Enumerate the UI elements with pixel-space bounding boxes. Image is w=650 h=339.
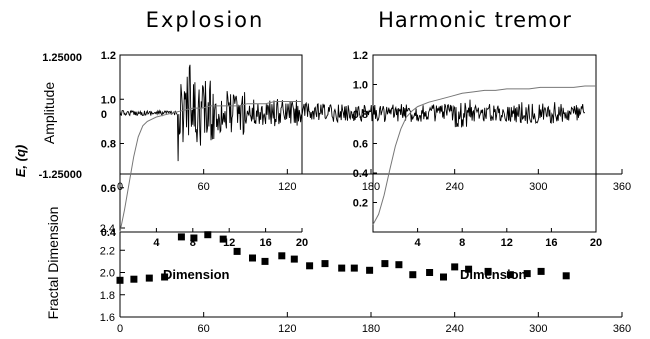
fractal-xtick-label: 0 xyxy=(117,323,123,335)
fractal-point xyxy=(426,269,434,276)
waveform-xtick-label: 60 xyxy=(198,181,210,193)
inset1-series-line xyxy=(119,101,302,233)
fractal-ytick-label: 2.4 xyxy=(100,223,115,235)
inset2-frame xyxy=(372,54,597,233)
fractal-point xyxy=(395,261,403,269)
fractal-point xyxy=(366,266,374,274)
fractal-point xyxy=(145,274,153,282)
fractal-point xyxy=(537,267,545,275)
fractal-xtick-label: 300 xyxy=(529,323,547,335)
fractal-ytick-label: 1.8 xyxy=(100,290,115,302)
waveform-ytick-zero: 0 xyxy=(101,109,107,121)
fractal-ytick-label: 2.0 xyxy=(100,268,115,280)
waveform-xtick-label: 120 xyxy=(278,181,296,193)
waveform-xtick-label: 300 xyxy=(529,181,547,193)
fractal-point xyxy=(233,247,241,255)
waveform-ytick-top: 1.25000 xyxy=(42,52,82,64)
fractal-point xyxy=(562,272,570,280)
static-axes: 1.6 1.8 2.0 2.2 2.4 0 60 120 180 240 300 360 0 60 120 1… xyxy=(100,54,631,335)
fractal-ytick-label: 2.2 xyxy=(100,245,115,257)
fractal-point xyxy=(261,257,269,265)
fractal-point xyxy=(350,264,358,272)
fractal-point xyxy=(484,267,492,275)
inset1-ytick-label: 0.4 xyxy=(101,227,117,239)
inset2-ytick-label: 0.8 xyxy=(353,109,368,121)
title-explosion: Explosion xyxy=(146,8,265,32)
fractal-point xyxy=(161,273,169,281)
fractal-y-label: Fractal Dimension xyxy=(45,207,61,320)
inset2-xtick-label: 4 xyxy=(415,237,422,249)
inset1-ytick-label: 0.8 xyxy=(101,139,116,151)
fractal-point xyxy=(465,265,473,273)
fractal-point xyxy=(338,264,346,272)
fractal-xtick-label: 360 xyxy=(613,323,631,335)
fractal-dimension-panel xyxy=(116,231,570,284)
fractal-point xyxy=(306,262,314,270)
fractal-point xyxy=(290,255,298,263)
fractal-point xyxy=(451,263,459,271)
inset2-series-line xyxy=(372,85,596,225)
inset2-ytick-label: 0.6 xyxy=(353,139,368,151)
fractal-xtick-label: 120 xyxy=(278,323,296,335)
inset1-xtick-label: 16 xyxy=(259,237,271,249)
inset1-xtick-label: 20 xyxy=(296,237,308,249)
inset2-ytick-label: 0.2 xyxy=(353,198,368,210)
inset-y-label: E, (q) xyxy=(13,145,28,178)
inset2-ytick-label: 1.0 xyxy=(353,80,368,92)
annotation-dimension-left: Dimension xyxy=(163,267,230,282)
title-harmonic-tremor: Harmonic tremor xyxy=(378,8,572,32)
inset2-ytick-label: 0.4 xyxy=(353,168,369,180)
fractal-point xyxy=(130,275,138,283)
inset1-ytick-label: 1.0 xyxy=(101,94,116,106)
fractal-point xyxy=(249,254,256,262)
fractal-point xyxy=(278,252,286,260)
fractal-xtick-label: 180 xyxy=(362,323,380,335)
inset2-ytick-label: 1.2 xyxy=(353,50,368,62)
inset1-ytick-label: 1.2 xyxy=(101,50,116,62)
fractal-point xyxy=(116,276,124,284)
inset2-xtick-label: 16 xyxy=(545,237,557,249)
annotation-dimension-right: Dimension xyxy=(460,267,527,282)
waveform-path xyxy=(119,64,586,162)
fractal-point xyxy=(321,260,329,268)
inset-harmonic: 0.2 0.4 0.6 0.8 1.0 1.2 4 8 12 16 20 xyxy=(353,50,602,249)
fractal-point xyxy=(409,271,417,279)
inset1-xtick-label: 4 xyxy=(153,237,160,249)
fractal-point xyxy=(440,273,447,281)
waveform-xtick-label: 180 xyxy=(362,181,380,193)
fractal-point xyxy=(204,231,212,239)
fractal-point xyxy=(381,260,389,268)
fractal-point xyxy=(506,271,514,279)
fractal-point xyxy=(219,235,227,243)
fractal-xtick-label: 60 xyxy=(198,323,210,335)
fractal-point xyxy=(523,270,531,278)
waveform-trace xyxy=(119,64,586,162)
fractal-ytick-label: 1.6 xyxy=(100,312,115,324)
inset1-ytick-label: 0.6 xyxy=(101,183,116,195)
fractal-point xyxy=(177,233,185,241)
inset2-xtick-label: 12 xyxy=(501,237,513,249)
waveform-ytick-bottom: -1.25000 xyxy=(39,169,82,181)
waveform-y-label: Amplitude xyxy=(41,82,57,144)
inset1-xtick-label: 8 xyxy=(190,237,196,249)
waveform-xtick-label: 360 xyxy=(613,181,631,193)
fractal-point xyxy=(190,234,198,242)
waveform-xtick-label: 240 xyxy=(445,181,463,193)
inset2-xtick-label: 20 xyxy=(590,237,602,249)
inset-explosion: 0.40.60.81.01.24 8 12 16 20 xyxy=(101,50,308,249)
inset2-xtick-label: 8 xyxy=(459,237,465,249)
fractal-xtick-label: 240 xyxy=(445,323,463,335)
